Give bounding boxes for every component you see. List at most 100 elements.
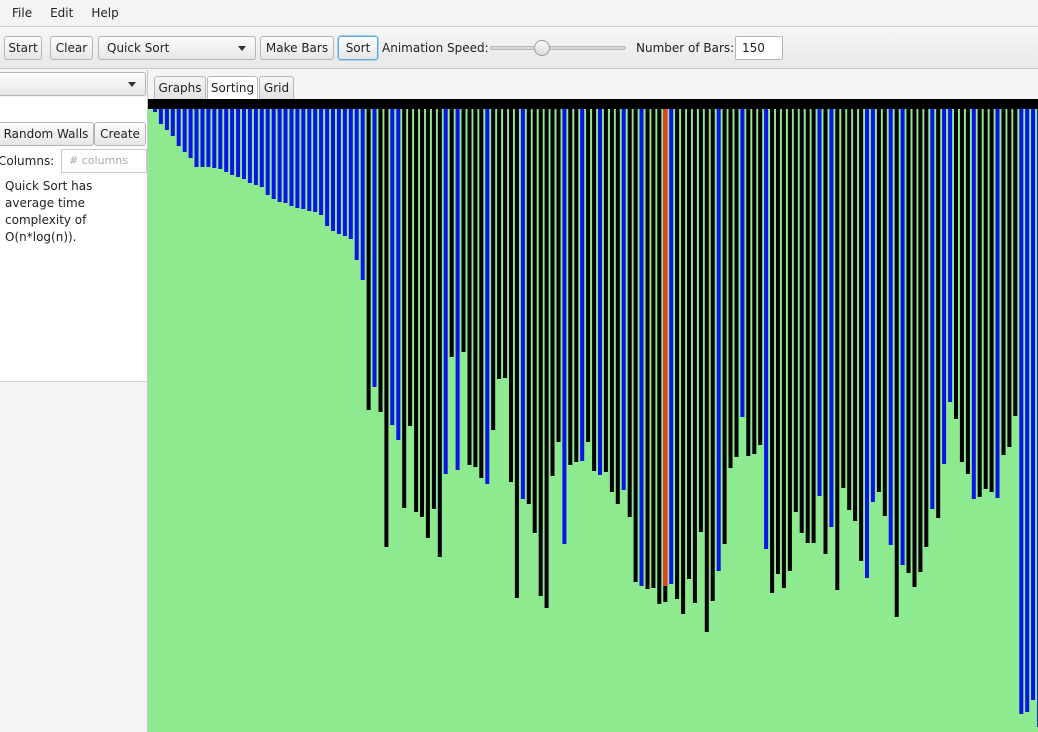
sort-bar	[580, 109, 585, 461]
sort-bar	[906, 109, 911, 573]
tab-graphs[interactable]: Graphs	[154, 76, 206, 99]
sort-bar	[799, 109, 804, 533]
sort-bar	[965, 109, 970, 474]
number-of-bars-label: Number of Bars:	[636, 41, 735, 55]
sort-bar	[218, 109, 223, 169]
left-dropdown[interactable]	[0, 72, 146, 96]
sort-bar	[900, 109, 905, 565]
sort-bar	[319, 109, 324, 215]
sort-bar	[627, 109, 632, 517]
sort-bar	[615, 109, 620, 504]
random-walls-button[interactable]: Random Walls	[0, 122, 94, 146]
sort-bar	[977, 109, 982, 497]
sort-bar	[509, 109, 513, 482]
sort-bar	[384, 109, 389, 547]
slider-track	[490, 46, 626, 50]
menu-edit[interactable]: Edit	[50, 5, 74, 20]
sort-bar	[176, 109, 181, 146]
sort-bar	[520, 109, 525, 499]
sort-bar	[390, 109, 395, 425]
sort-bar	[870, 109, 875, 502]
sort-bar	[847, 109, 852, 510]
sort-bar	[853, 109, 858, 521]
sort-bar	[538, 109, 543, 596]
sort-bar	[865, 109, 869, 578]
sort-bar	[514, 109, 519, 598]
sort-button[interactable]: Sort	[338, 36, 378, 60]
sort-bar	[331, 109, 335, 231]
sort-bar	[829, 109, 834, 527]
bars-chart	[153, 109, 1038, 727]
sort-bar	[414, 109, 419, 512]
sort-bar	[859, 109, 864, 561]
create-button[interactable]: Create	[94, 122, 146, 146]
sort-bar	[301, 109, 306, 209]
sort-bar	[633, 109, 638, 582]
sort-bar	[722, 109, 727, 544]
sort-bar	[912, 109, 917, 587]
start-button[interactable]: Start	[4, 36, 42, 60]
tab-grid[interactable]: Grid	[259, 76, 294, 99]
sort-bar	[348, 109, 353, 239]
slider-thumb[interactable]	[534, 40, 550, 56]
sort-bar	[675, 109, 680, 599]
sort-bar	[461, 109, 466, 352]
sort-bar	[746, 109, 751, 456]
sort-bar	[888, 109, 893, 545]
sort-bar	[556, 109, 561, 442]
menu-bar: File Edit Help	[0, 0, 1038, 27]
sort-bar	[698, 109, 703, 532]
sort-bar	[1025, 109, 1030, 712]
sort-bar	[277, 109, 282, 202]
sort-bar	[918, 109, 923, 572]
sort-bar	[924, 109, 929, 547]
sort-bar	[473, 109, 478, 467]
sort-bar	[586, 109, 591, 442]
sort-bar	[194, 109, 199, 167]
sort-bar	[734, 109, 739, 457]
sort-bar	[704, 109, 709, 632]
sort-bar	[776, 109, 780, 574]
sort-bar	[247, 109, 252, 183]
algorithm-info-text: Quick Sort has average time complexity o…	[5, 179, 93, 244]
sort-bar	[609, 109, 614, 492]
sort-bar	[366, 109, 371, 410]
algorithm-select[interactable]: Quick Sort	[98, 36, 256, 60]
sort-bar	[989, 109, 994, 492]
columns-label: Columns:	[0, 154, 55, 168]
sort-bar	[437, 109, 442, 557]
sort-bar	[265, 109, 270, 195]
make-bars-button[interactable]: Make Bars	[260, 36, 334, 60]
sort-bar	[224, 109, 229, 172]
sort-bar	[894, 109, 899, 617]
sort-bar	[621, 109, 626, 490]
menu-help[interactable]: Help	[91, 5, 119, 20]
sort-bar	[158, 109, 163, 124]
number-of-bars-input[interactable]: 150	[735, 36, 783, 60]
sort-bar	[550, 109, 555, 476]
left-control-pane: Random Walls Create Columns: # columns Q…	[0, 70, 148, 732]
sort-bar	[598, 109, 602, 475]
sort-bar	[995, 109, 1000, 498]
sort-bar	[313, 109, 318, 212]
sorting-canvas	[148, 99, 1038, 732]
sort-bar	[645, 109, 650, 589]
clear-button[interactable]: Clear	[50, 36, 93, 60]
sort-bar	[532, 109, 537, 533]
sort-bar	[811, 109, 816, 543]
sort-bar	[930, 109, 935, 509]
columns-input[interactable]: # columns	[61, 149, 147, 173]
sort-bar	[503, 109, 508, 378]
sort-bar	[752, 109, 757, 454]
menu-file[interactable]: File	[12, 5, 33, 20]
sort-bar	[402, 109, 407, 508]
tab-sorting[interactable]: Sorting	[207, 76, 258, 99]
animation-speed-slider[interactable]	[490, 40, 626, 56]
sort-bar	[443, 109, 448, 474]
sort-bar	[657, 109, 662, 604]
sort-bar	[841, 109, 846, 488]
sort-bar	[823, 109, 828, 554]
sort-bar	[1031, 109, 1036, 700]
sort-bar	[1013, 109, 1018, 416]
sort-bar	[200, 109, 205, 167]
